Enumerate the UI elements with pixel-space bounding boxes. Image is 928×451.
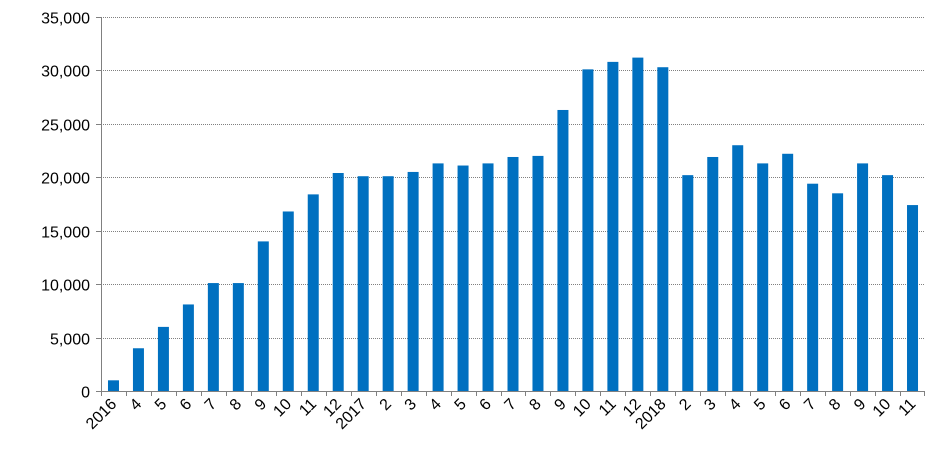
bar <box>657 67 669 391</box>
bar <box>407 171 419 391</box>
y-tick-label: 0 <box>81 385 90 402</box>
bar <box>707 156 719 391</box>
x-tick-label: 2 <box>676 396 694 414</box>
bar <box>607 61 619 391</box>
x-tick-label: 8 <box>526 396 544 414</box>
x-tick-label: 7 <box>801 396 819 414</box>
bar <box>882 175 894 391</box>
x-tick-label: 6 <box>177 396 195 414</box>
bar <box>307 194 319 391</box>
y-tick-label: 30,000 <box>41 64 90 81</box>
bar <box>357 176 369 391</box>
x-tick-label: 9 <box>551 396 569 414</box>
x-tick-label: 11 <box>296 396 320 420</box>
x-tick-label: 6 <box>776 396 794 414</box>
bar <box>832 193 844 391</box>
y-tick-label: 35,000 <box>41 11 90 28</box>
x-tick-label: 3 <box>701 396 719 414</box>
y-tick-label: 5,000 <box>50 332 90 349</box>
bar <box>432 163 444 391</box>
bar <box>807 183 819 391</box>
bar <box>457 165 469 391</box>
bar <box>557 109 569 391</box>
bar <box>332 173 344 391</box>
x-tick-label: 11 <box>896 396 920 420</box>
x-tick-label: 4 <box>427 396 445 414</box>
x-tick-label: 7 <box>502 396 520 414</box>
x-tick-label: 4 <box>127 396 145 414</box>
y-tick-labels: 0 5,000 10,000 15,000 20,000 25,000 30,000 35,0… <box>41 11 90 402</box>
x-tick-label: 10 <box>570 396 595 421</box>
bar <box>582 69 594 392</box>
y-tick-label: 20,000 <box>41 171 90 188</box>
bar <box>682 175 694 391</box>
bar <box>632 57 644 392</box>
bar <box>207 283 219 391</box>
x-tick-label: 10 <box>870 396 895 421</box>
bar <box>157 326 169 391</box>
x-tick-label: 11 <box>596 396 620 420</box>
x-tick-label: 4 <box>726 396 744 414</box>
y-tick-label: 10,000 <box>41 278 90 295</box>
bar <box>857 163 869 391</box>
bar <box>232 283 244 391</box>
x-tick-label: 6 <box>477 396 495 414</box>
bar <box>482 163 494 391</box>
bar <box>757 163 769 391</box>
bar <box>907 205 919 391</box>
bar <box>782 153 794 391</box>
bar <box>107 380 119 391</box>
bar <box>382 176 394 391</box>
bar <box>132 348 144 391</box>
x-tick-label: 8 <box>826 396 844 414</box>
axes <box>96 17 925 396</box>
x-tick-label: 5 <box>152 396 170 414</box>
y-tick-label: 15,000 <box>41 225 90 242</box>
bars <box>107 57 919 392</box>
x-tick-label: 2 <box>377 396 395 414</box>
bar <box>732 145 744 391</box>
x-tick-label: 9 <box>851 396 869 414</box>
x-tick-label: 5 <box>751 396 769 414</box>
y-tick-label: 25,000 <box>41 118 90 135</box>
x-tick-label: 5 <box>452 396 470 414</box>
bar <box>257 241 269 391</box>
bar <box>507 156 519 391</box>
x-tick-label: 7 <box>202 396 220 414</box>
bar <box>182 304 194 391</box>
x-tick-label: 10 <box>270 396 295 421</box>
x-tick-label: 3 <box>402 396 420 414</box>
x-tick-label: 9 <box>252 396 270 414</box>
x-tick-label: 8 <box>227 396 245 414</box>
bar <box>282 211 294 391</box>
bar <box>532 155 544 391</box>
